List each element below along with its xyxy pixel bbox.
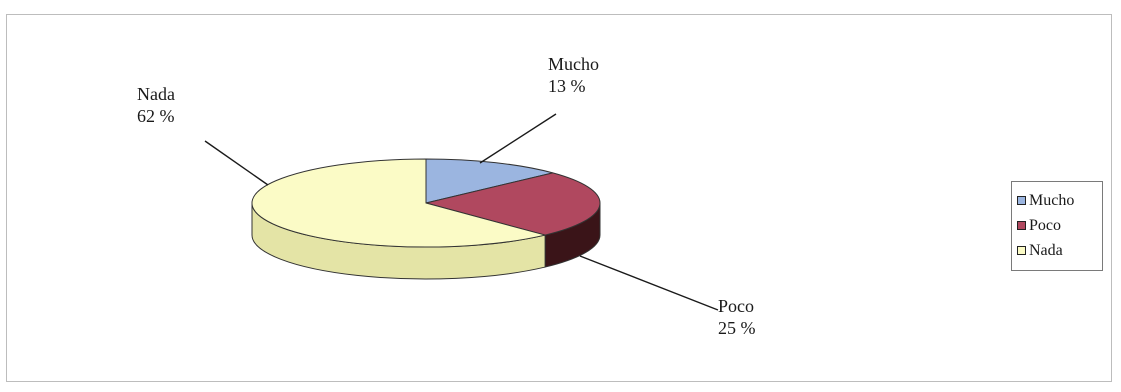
legend: Mucho Poco Nada (1011, 181, 1103, 271)
pie-tops (251, 158, 601, 248)
legend-label-nada: Nada (1029, 241, 1063, 259)
chart-frame (6, 14, 1112, 382)
leader-line-nada (204, 140, 269, 186)
callout-mucho: Mucho 13 % (548, 53, 599, 97)
callout-nada: Nada 62 % (137, 83, 175, 127)
legend-swatch-poco (1017, 221, 1026, 230)
callout-mucho-value: 13 % (548, 76, 586, 96)
pie-slice-mucho (425, 158, 553, 204)
leader-line-mucho (479, 113, 557, 164)
callout-nada-value: 62 % (137, 106, 175, 126)
callout-mucho-label: Mucho (548, 54, 599, 74)
pie-slice-nada (251, 158, 546, 248)
legend-swatch-nada (1017, 246, 1026, 255)
legend-swatch-mucho (1017, 196, 1026, 205)
pie-slice-poco (425, 172, 601, 236)
callout-poco-value: 25 % (718, 318, 756, 338)
legend-item-mucho: Mucho (1017, 188, 1102, 213)
legend-item-poco: Poco (1017, 213, 1102, 238)
callout-poco-label: Poco (718, 296, 754, 316)
legend-label-mucho: Mucho (1029, 191, 1075, 209)
legend-item-nada: Nada (1017, 238, 1102, 263)
callout-poco: Poco 25 % (718, 295, 756, 339)
leader-line-poco (579, 255, 719, 311)
callout-nada-label: Nada (137, 84, 175, 104)
leader-lines (204, 113, 719, 311)
legend-label-poco: Poco (1029, 216, 1061, 234)
